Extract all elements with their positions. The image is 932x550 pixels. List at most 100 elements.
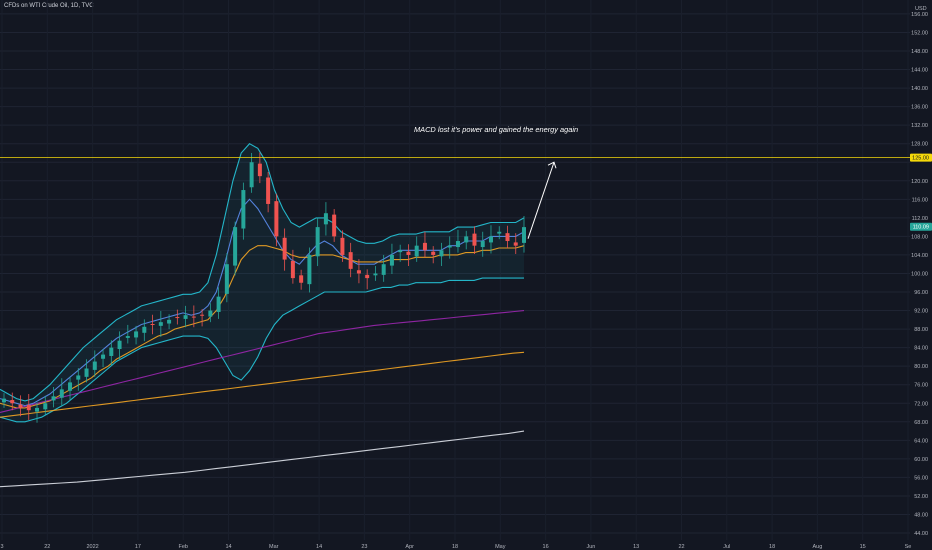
candle-body: [18, 404, 23, 408]
candle-body: [167, 319, 172, 324]
price-tick-label: 96.00: [914, 290, 928, 296]
candle-body: [332, 214, 337, 237]
indicator-lines: [0, 143, 525, 488]
time-tick-label: 15: [860, 544, 866, 550]
time-tick-label: Apr: [405, 544, 414, 550]
time-tick-label: 23: [361, 544, 367, 550]
price-tick-label: 104.00: [911, 253, 928, 259]
candle-body: [373, 273, 378, 276]
price-tick-label: 100.00: [911, 271, 928, 277]
price-tick-label: 156.00: [911, 12, 928, 18]
price-tick-label: 144.00: [911, 68, 928, 74]
candle-body: [84, 368, 89, 377]
indicator-line: [0, 430, 525, 488]
candles: [2, 152, 526, 423]
price-tick-label: 92.00: [914, 309, 928, 315]
indicator-line: [0, 351, 525, 418]
candle-body: [76, 375, 81, 380]
indicator-line: [0, 143, 525, 402]
time-tick-label: 3: [0, 544, 3, 550]
candle-body: [513, 242, 518, 246]
candle-body: [35, 407, 40, 412]
candle-body: [2, 398, 6, 403]
candle-body: [175, 317, 180, 319]
price-tick-label: 136.00: [911, 105, 928, 111]
candle-body: [101, 354, 106, 359]
bollinger-fill: [0, 143, 524, 422]
price-tick-label: 84.00: [914, 346, 928, 352]
candle-body: [398, 250, 403, 253]
time-tick-label: 17: [135, 544, 141, 550]
candle-body: [299, 275, 304, 283]
band-fill: [0, 143, 524, 422]
candle-body: [224, 264, 229, 294]
candle-body: [142, 326, 147, 333]
time-tick-label: Mar: [269, 544, 279, 550]
price-tick-label: 44.00: [914, 531, 928, 537]
candle-body: [431, 251, 436, 255]
candle-body: [68, 382, 73, 391]
price-tick-label: 140.00: [911, 86, 928, 92]
candle-body: [340, 237, 345, 255]
price-tick-label: 64.00: [914, 438, 928, 444]
candle-body: [447, 245, 452, 248]
price-tick-label: 68.00: [914, 420, 928, 426]
candle-body: [472, 233, 477, 246]
time-tick-label: 22: [678, 544, 684, 550]
candle-body: [92, 361, 97, 370]
candle-body: [249, 162, 254, 188]
candle-body: [10, 400, 15, 404]
candle-body: [522, 227, 526, 243]
grid: [0, 13, 910, 534]
candle-body: [233, 227, 238, 266]
candle-body: [323, 213, 328, 225]
candle-body: [406, 251, 411, 255]
candle-body: [315, 227, 320, 257]
candle-body: [356, 270, 361, 274]
currency-label: USD: [915, 6, 927, 12]
price-tick-label: 88.00: [914, 327, 928, 333]
time-tick-label: 14: [316, 544, 322, 550]
candle-body: [191, 316, 196, 318]
price-tick-label: 120.00: [911, 179, 928, 185]
last-price-label: 110.09: [910, 222, 932, 231]
indicator-line: [0, 310, 525, 414]
candle-body: [43, 403, 48, 410]
candle-body: [274, 201, 279, 237]
candle-body: [455, 241, 460, 248]
candle-body: [208, 310, 213, 317]
price-tick-label: 60.00: [914, 457, 928, 463]
price-tick-label: 52.00: [914, 494, 928, 500]
price-axis[interactable]: 44.00 48.00 52.00 56.00 60.00 64.00 68.00 72.00…: [911, 12, 928, 537]
price-tick-label: 152.00: [911, 30, 928, 36]
projection-arrow[interactable]: [527, 161, 557, 239]
price-tick-label: 132.00: [911, 123, 928, 129]
time-tick-label: Feb: [178, 544, 187, 550]
candle-body: [257, 163, 262, 177]
price-tick-label: 116.00: [912, 197, 928, 203]
arrow-shaft: [527, 162, 555, 239]
candle-body: [183, 315, 188, 319]
candle-body: [216, 296, 221, 312]
price-tick-label: 48.00: [914, 513, 928, 519]
candle-body: [422, 242, 427, 251]
candle-body: [348, 252, 353, 269]
time-tick-label: Se: [905, 544, 912, 550]
price-tick-label: 76.00: [914, 383, 928, 389]
time-tick-label: 16: [543, 544, 549, 550]
price-tick-label: 108.00: [911, 234, 928, 240]
level-price-label: 125.00: [910, 153, 932, 162]
time-tick-label: Jul: [723, 544, 730, 550]
price-tick-label: 56.00: [914, 475, 928, 481]
candle-body: [51, 396, 56, 401]
time-axis[interactable]: 3 22 2022 17 Feb 14 Mar 14 23 Apr 18 May 16 Jun 13 22 Ju…: [0, 544, 911, 550]
candle-body: [480, 241, 485, 248]
candle-body: [241, 190, 246, 229]
candle-body: [414, 245, 419, 257]
time-tick-label: 22: [44, 544, 50, 550]
time-tick-label: 14: [225, 544, 231, 550]
arrow-head: [547, 161, 557, 169]
chart-annotation[interactable]: MACD lost it's power and gained the ener…: [414, 125, 578, 134]
candle-body: [290, 260, 295, 279]
